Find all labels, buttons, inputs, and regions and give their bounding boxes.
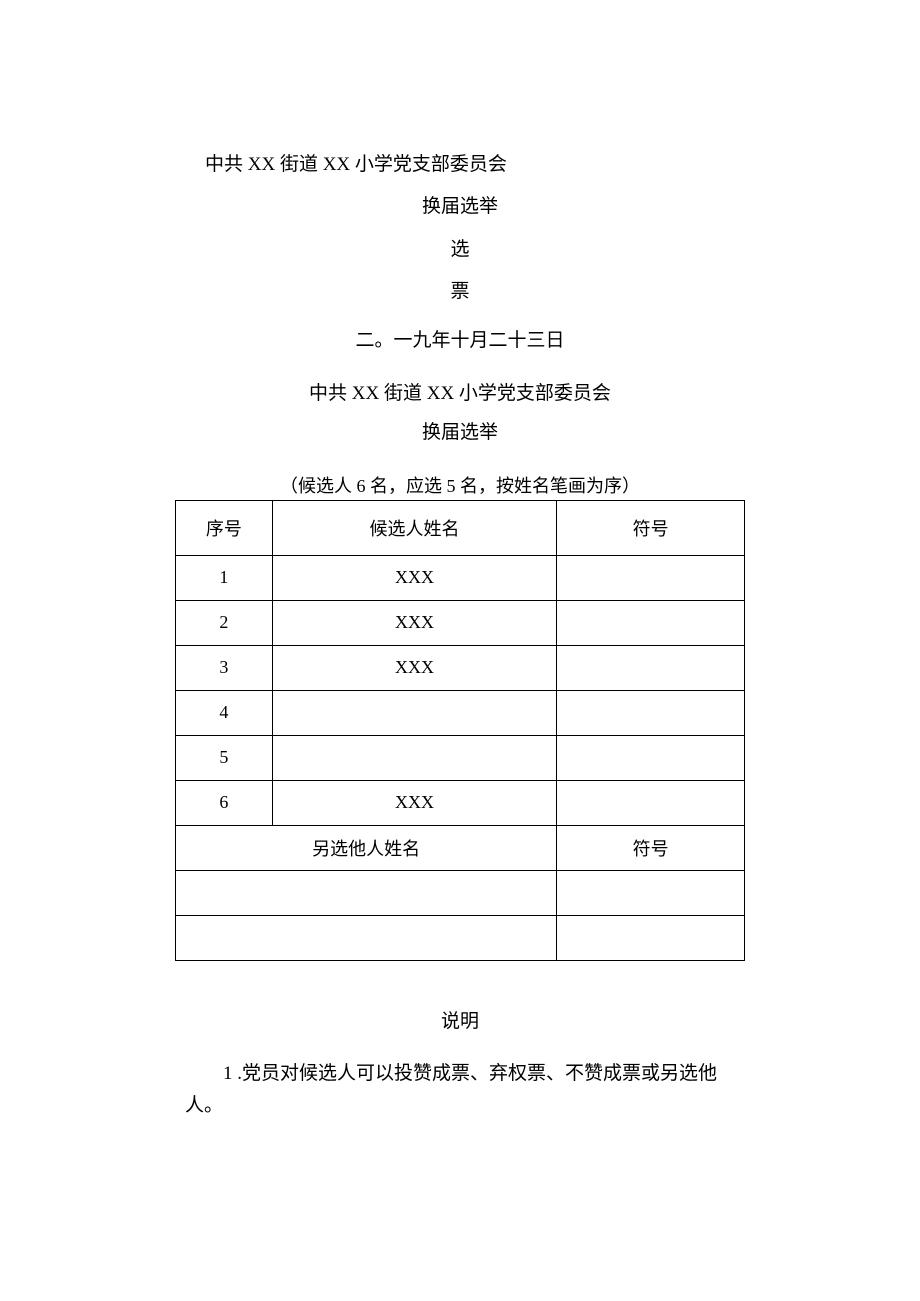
table-row: 1 XXX — [176, 555, 745, 600]
cell-seq: 4 — [176, 690, 273, 735]
table-row: 4 — [176, 690, 745, 735]
sub-election-subtitle: 换届选举 — [175, 417, 745, 444]
alt-name-label: 另选他人姓名 — [176, 825, 557, 870]
table-caption: （候选人 6 名，应选 5 名，按姓名笔画为序） — [175, 472, 745, 498]
table-header-row: 序号 候选人姓名 符号 — [176, 500, 745, 555]
cell-name: XXX — [272, 645, 557, 690]
cell-name: XXX — [272, 600, 557, 645]
alt-row — [176, 870, 745, 915]
document-header: 中共 XX 街道 XX 小学党支部委员会 换届选举 选 票 二。一九年十月二十三… — [175, 150, 745, 444]
date-line: 二。一九年十月二十三日 — [175, 326, 745, 356]
cell-seq: 5 — [176, 735, 273, 780]
cell-name — [272, 735, 557, 780]
cell-mark[interactable] — [557, 780, 745, 825]
explanation-heading: 说明 — [175, 1006, 745, 1033]
table-row: 5 — [176, 735, 745, 780]
cell-seq: 2 — [176, 600, 273, 645]
header-mark: 符号 — [557, 500, 745, 555]
alt-row — [176, 915, 745, 960]
header-seq: 序号 — [176, 500, 273, 555]
cell-mark[interactable] — [557, 690, 745, 735]
header-name: 候选人姓名 — [272, 500, 557, 555]
explanation-item-1: 1 .党员对候选人可以投赞成票、弃权票、不赞成票或另选他人。 — [175, 1058, 745, 1123]
cell-mark[interactable] — [557, 645, 745, 690]
ballot-char-1: 选 — [175, 235, 745, 265]
alt-header-row: 另选他人姓名 符号 — [176, 825, 745, 870]
sub-committee-title: 中共 XX 街道 XX 小学党支部委员会 — [175, 378, 745, 405]
candidate-table: 序号 候选人姓名 符号 1 XXX 2 XXX 3 XXX 4 5 6 XXX … — [175, 500, 745, 961]
cell-mark[interactable] — [557, 600, 745, 645]
ballot-char-2: 票 — [175, 277, 745, 307]
cell-name — [272, 690, 557, 735]
table-row: 2 XXX — [176, 600, 745, 645]
alt-name-cell[interactable] — [176, 870, 557, 915]
election-subtitle: 换届选举 — [175, 192, 745, 222]
cell-seq: 3 — [176, 645, 273, 690]
alt-name-cell[interactable] — [176, 915, 557, 960]
cell-name: XXX — [272, 555, 557, 600]
table-row: 6 XXX — [176, 780, 745, 825]
cell-name: XXX — [272, 780, 557, 825]
alt-mark-cell[interactable] — [557, 870, 745, 915]
alt-mark-cell[interactable] — [557, 915, 745, 960]
table-row: 3 XXX — [176, 645, 745, 690]
cell-mark[interactable] — [557, 735, 745, 780]
cell-seq: 1 — [176, 555, 273, 600]
committee-title: 中共 XX 街道 XX 小学党支部委员会 — [175, 150, 745, 180]
alt-mark-label: 符号 — [557, 825, 745, 870]
cell-mark[interactable] — [557, 555, 745, 600]
cell-seq: 6 — [176, 780, 273, 825]
